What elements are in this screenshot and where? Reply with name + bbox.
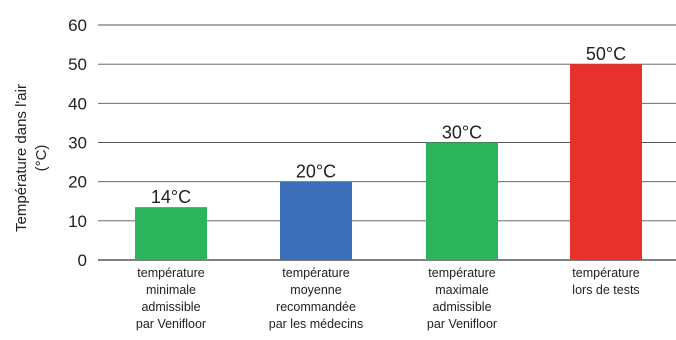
- y-tick-label: 40: [68, 94, 87, 113]
- bar: [570, 64, 642, 261]
- category-label-line: minimale: [146, 283, 196, 297]
- category-label-line: recommandée: [276, 300, 356, 314]
- y-axis: 0 10 20 30 40 50 60: [68, 16, 87, 270]
- category-label-line: par Venifloor: [427, 317, 497, 331]
- bar: [426, 142, 498, 260]
- data-labels: 14°C 20°C 30°C 50°C: [151, 44, 626, 207]
- category-label-line: température: [428, 266, 495, 280]
- y-tick-label: 50: [68, 55, 87, 74]
- category-label-line: moyenne: [290, 283, 341, 297]
- y-tick-label: 0: [78, 251, 87, 270]
- data-label: 30°C: [442, 123, 482, 143]
- y-axis-title: Température dans l'air (°C): [13, 84, 50, 232]
- category-label-line: admissible: [141, 300, 200, 314]
- category-label-line: par les médecins: [269, 317, 364, 331]
- y-axis-title-line-1: Température dans l'air: [13, 84, 30, 232]
- category-label-line: température: [137, 266, 204, 280]
- category-label-line: lors de tests: [572, 283, 639, 297]
- category-label-line: température: [282, 266, 349, 280]
- data-label: 14°C: [151, 187, 191, 207]
- y-tick-label: 30: [68, 134, 87, 153]
- category-label-line: température: [572, 266, 639, 280]
- y-axis-title-line-2: (°C): [33, 145, 50, 172]
- y-tick-label: 60: [68, 16, 87, 35]
- y-tick-label: 20: [68, 173, 87, 192]
- category-labels: température minimale admissible par Veniflo…: [136, 266, 640, 331]
- y-tick-label: 10: [68, 212, 87, 231]
- bar: [280, 181, 352, 260]
- data-label: 20°C: [296, 162, 336, 182]
- bar: [135, 207, 207, 260]
- category-label-line: admissible: [432, 300, 491, 314]
- category-label-line: par Venifloor: [136, 317, 206, 331]
- bars: [135, 64, 642, 261]
- category-label-line: maximale: [435, 283, 489, 297]
- data-label: 50°C: [586, 44, 626, 64]
